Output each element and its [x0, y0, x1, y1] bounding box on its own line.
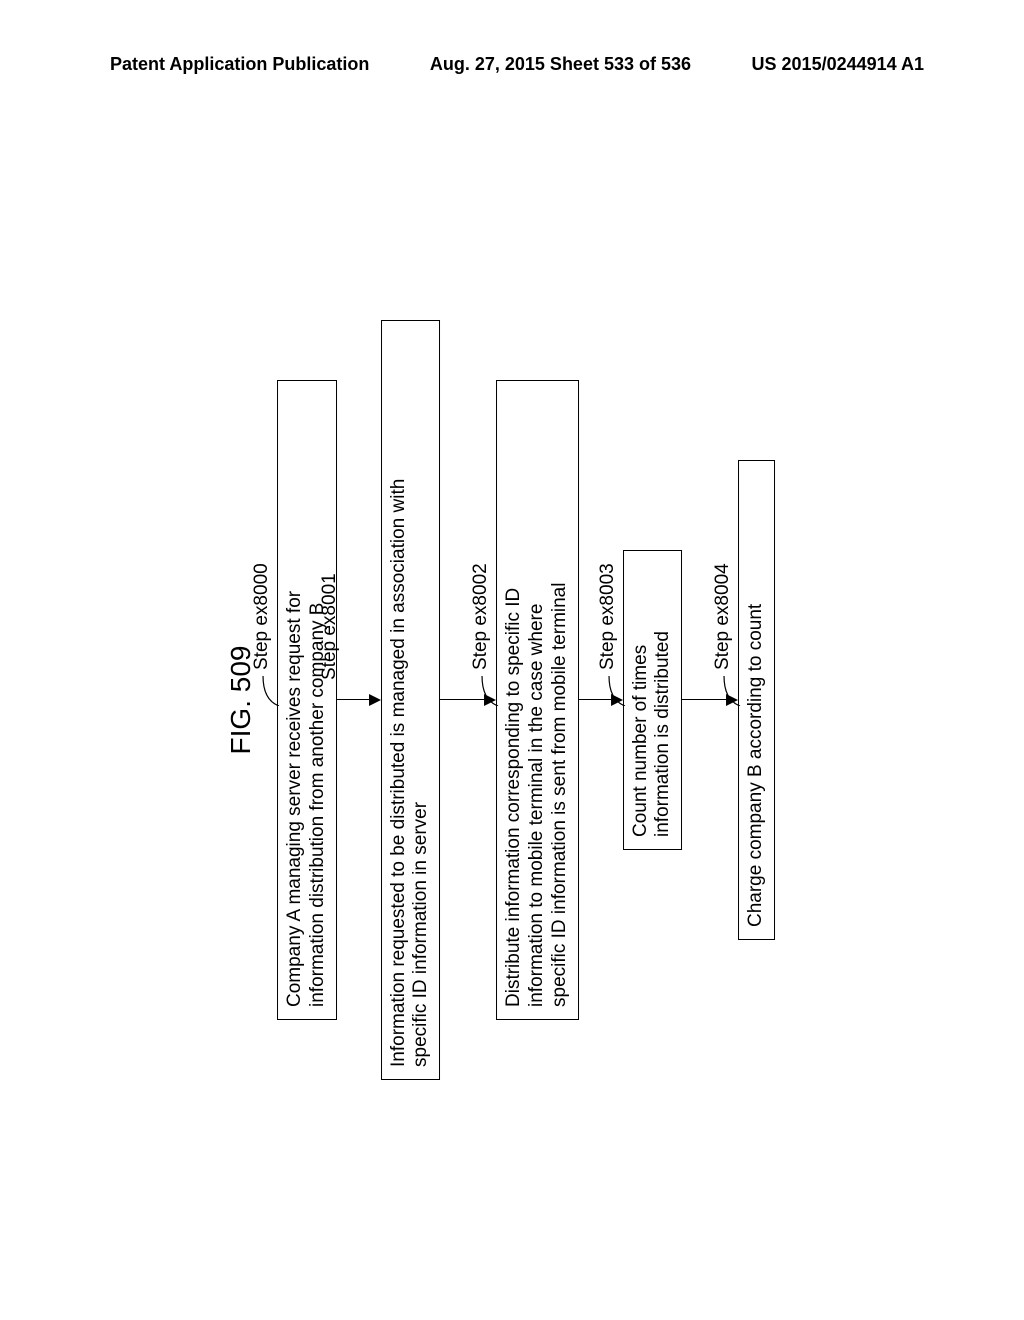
- header-center: Aug. 27, 2015 Sheet 533 of 536: [430, 54, 691, 75]
- step-label: Step ex8004: [712, 563, 734, 670]
- step-box: Company A managing server receives reque…: [277, 380, 337, 1020]
- step-label: Step ex8000: [251, 563, 273, 670]
- step-ex8003: Count number of timesinformation is dist…: [623, 550, 683, 850]
- leader-line: [478, 672, 500, 706]
- leader-line: [720, 672, 742, 706]
- header-left: Patent Application Publication: [110, 54, 369, 75]
- leader-line: [605, 672, 627, 706]
- step-box: Information requested to be distributed …: [381, 320, 441, 1080]
- step-box: Count number of timesinformation is dist…: [623, 550, 683, 850]
- leader-line: [259, 672, 281, 706]
- arrow-down-icon: [337, 694, 381, 706]
- step-ex8001: Information requested to be distributed …: [381, 320, 441, 1080]
- page: Patent Application Publication Aug. 27, …: [0, 0, 1024, 1320]
- step-label: Step ex8001: [319, 573, 341, 680]
- header-right: US 2015/0244914 A1: [752, 54, 924, 75]
- flowchart: Company A managing server receives reque…: [277, 290, 775, 1110]
- step-box: Charge company B according to count: [738, 460, 775, 940]
- step-label: Step ex8003: [597, 563, 619, 670]
- step-ex8004: Charge company B according to countStep …: [738, 460, 775, 940]
- page-header: Patent Application Publication Aug. 27, …: [0, 54, 1024, 75]
- step-box: Distribute information corresponding to …: [496, 380, 578, 1020]
- step-ex8000: Company A managing server receives reque…: [277, 380, 337, 1020]
- figure-title: FIG. 509: [225, 290, 257, 1110]
- step-ex8002: Distribute information corresponding to …: [496, 380, 578, 1020]
- figure-rotated: FIG. 509 Company A managing server recei…: [225, 290, 775, 1110]
- step-label: Step ex8002: [470, 563, 492, 670]
